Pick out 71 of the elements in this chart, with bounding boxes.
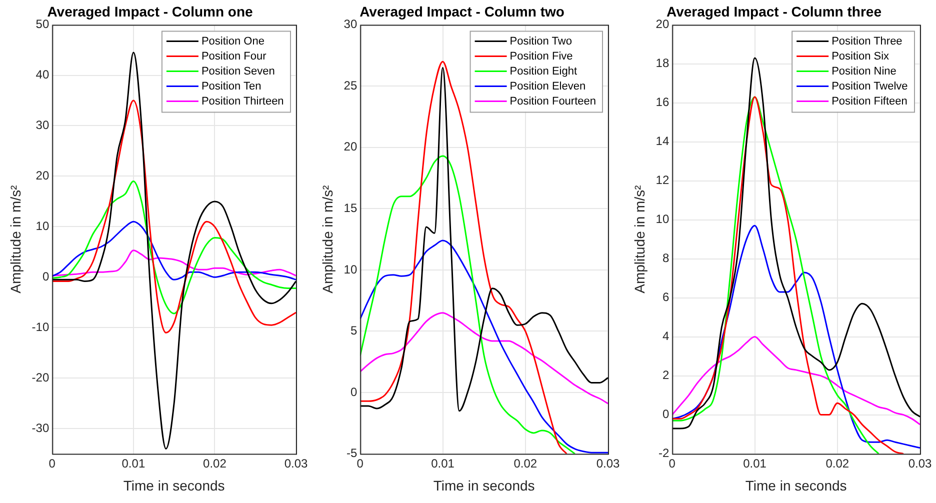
x-tick-label: 0.03 (596, 456, 620, 470)
y-tick-label: 5 (350, 324, 358, 338)
line-series (52, 220, 296, 280)
y-tick-label: 20 (656, 17, 670, 32)
legend-label: Position Twelve (832, 80, 908, 92)
legend-label: Position Three (832, 35, 902, 48)
legend-label: Position Ten (201, 80, 262, 92)
y-tick-label: 2 (662, 368, 670, 382)
y-tick-label: 0 (350, 384, 358, 399)
y-tick-label: 25 (344, 78, 358, 92)
legend-label: Position Fifteen (832, 95, 908, 108)
y-axis-title: Amplitude in m/s² (319, 184, 336, 294)
y-tick-label: 50 (36, 17, 50, 32)
y-tick-label: 8 (662, 251, 670, 266)
line-series (360, 155, 576, 454)
y-tick-label: 15 (344, 200, 358, 215)
x-tick-label: 0.02 (826, 456, 850, 470)
y-tick-label: 12 (656, 173, 670, 188)
legend-label: Position Thirteen (201, 95, 284, 108)
y-tick-label: 20 (344, 140, 358, 154)
x-tick-label: 0.02 (514, 456, 538, 470)
x-tick-label: 0.01 (743, 456, 767, 470)
y-tick-label: 10 (656, 212, 670, 226)
legend-label: Position Seven (201, 65, 275, 78)
x-tick-label: 0.03 (908, 456, 932, 470)
line-series (52, 180, 296, 314)
y-tick-label: -30 (32, 420, 50, 435)
y-tick-label: 0 (662, 407, 670, 422)
legend-label: Position Two (510, 35, 572, 48)
x-axis-title: Time in seconds (433, 477, 535, 494)
chart-title: Averaged Impact - Column one (47, 3, 254, 20)
y-tick-label: 6 (662, 290, 670, 304)
x-tick-label: 0.01 (431, 456, 455, 470)
y-tick-label: 0 (42, 269, 50, 284)
line-series (52, 52, 296, 450)
legend-label: Position Eleven (510, 80, 586, 92)
y-tick-label: 18 (656, 56, 670, 70)
line-series (672, 336, 920, 426)
legend-label: Position Nine (832, 65, 896, 78)
y-tick-label: 30 (344, 17, 358, 32)
chart-title: Averaged Impact - Column two (360, 3, 564, 20)
y-tick-label: 14 (656, 134, 670, 148)
legend-label: Position Five (510, 50, 573, 62)
y-axis-title: Amplitude in m/s² (7, 184, 24, 294)
x-axis-title: Time in seconds (745, 477, 847, 494)
x-axis-title: Time in seconds (123, 477, 225, 494)
y-tick-label: -5 (346, 446, 358, 460)
y-tick-label: -20 (32, 370, 50, 384)
y-tick-label: 10 (36, 218, 50, 233)
legend-label: Position Eight (510, 65, 578, 78)
line-series (360, 66, 608, 412)
x-tick-label: 0.03 (284, 456, 308, 470)
legend-label: Position Six (832, 50, 890, 62)
y-tick-label: -10 (32, 320, 50, 334)
y-tick-label: 30 (36, 118, 50, 132)
line-series (52, 250, 296, 276)
line-series (672, 224, 920, 449)
y-tick-label: 20 (36, 168, 50, 183)
line-series (360, 312, 608, 404)
y-tick-label: 4 (662, 329, 670, 344)
legend-label: Position Fourteen (510, 95, 596, 108)
chart-title: Averaged Impact - Column three (666, 3, 882, 20)
y-axis-title: Amplitude in m/s² (631, 184, 648, 294)
legend-label: Position One (201, 35, 264, 48)
y-tick-label: -2 (658, 446, 670, 460)
legend-label: Position Four (201, 50, 267, 62)
y-tick-label: 10 (344, 262, 358, 276)
x-tick-label: 0.02 (203, 456, 227, 470)
y-tick-label: 40 (36, 68, 50, 82)
x-tick-label: 0.01 (122, 456, 146, 470)
y-tick-label: 16 (656, 95, 670, 110)
